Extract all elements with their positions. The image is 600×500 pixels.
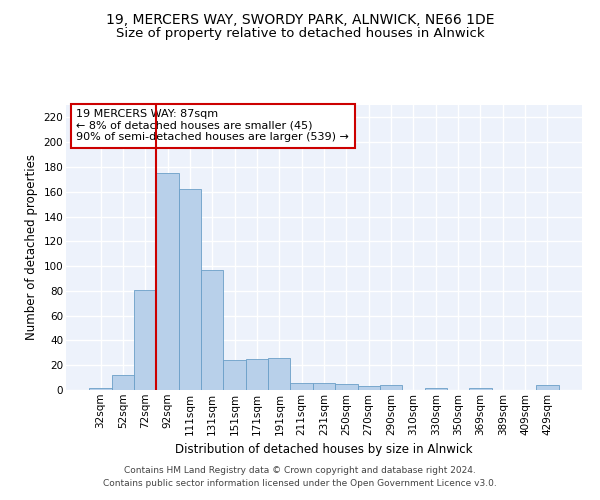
- Bar: [112, 375, 134, 390]
- Bar: [201, 270, 223, 390]
- Bar: [223, 360, 246, 390]
- Bar: [380, 385, 402, 390]
- Y-axis label: Number of detached properties: Number of detached properties: [25, 154, 38, 340]
- Text: Size of property relative to detached houses in Alnwick: Size of property relative to detached ho…: [116, 28, 484, 40]
- Bar: [536, 385, 559, 390]
- Text: 19 MERCERS WAY: 87sqm
← 8% of detached houses are smaller (45)
90% of semi-detac: 19 MERCERS WAY: 87sqm ← 8% of detached h…: [76, 110, 349, 142]
- Bar: [313, 382, 335, 390]
- Bar: [469, 388, 491, 390]
- Bar: [179, 190, 201, 390]
- Bar: [89, 388, 112, 390]
- Bar: [268, 358, 290, 390]
- Bar: [335, 384, 358, 390]
- Bar: [134, 290, 157, 390]
- Bar: [290, 382, 313, 390]
- Bar: [358, 386, 380, 390]
- Bar: [157, 173, 179, 390]
- Text: 19, MERCERS WAY, SWORDY PARK, ALNWICK, NE66 1DE: 19, MERCERS WAY, SWORDY PARK, ALNWICK, N…: [106, 12, 494, 26]
- Bar: [425, 388, 447, 390]
- Text: Contains HM Land Registry data © Crown copyright and database right 2024.
Contai: Contains HM Land Registry data © Crown c…: [103, 466, 497, 487]
- X-axis label: Distribution of detached houses by size in Alnwick: Distribution of detached houses by size …: [175, 443, 473, 456]
- Bar: [246, 359, 268, 390]
